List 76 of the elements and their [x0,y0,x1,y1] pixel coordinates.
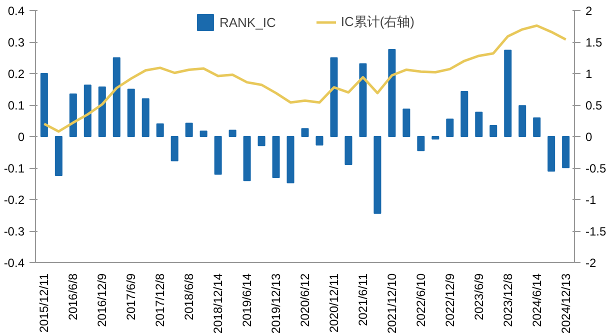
bar [374,136,382,214]
bar [84,84,92,137]
y2-tick-label: -0.5 [586,162,607,176]
x-tick-label: 2024/6/14 [530,273,544,327]
x-tick-label: 2024/12/13 [558,273,573,334]
x-tick-label: 2020/12/11 [326,273,341,333]
bar [286,136,294,184]
bar [504,50,512,137]
bar [170,136,178,162]
x-tick-label: 2016/12/9 [95,273,110,327]
bar [200,130,208,137]
bar [475,112,483,137]
y-tick-label: 0 [18,130,25,144]
x-tick-label: 2022/12/9 [442,273,457,327]
x-tick-label: 2017/6/9 [124,273,138,320]
bar [490,124,498,137]
y2-tick-label: 2 [586,4,592,18]
bar [402,108,410,137]
y-tick-label: -0.4 [4,256,25,270]
bar [98,86,106,137]
bar [69,93,77,137]
bar [272,136,280,178]
y-tick-label: 0.3 [8,36,25,50]
x-tick-label: 2018/6/8 [182,273,196,320]
bar [548,136,556,172]
bar [301,128,309,137]
bar [344,136,352,166]
bar [518,105,526,137]
x-tick-label: 2022/6/10 [414,273,428,327]
bar [112,57,120,137]
bar [330,57,338,137]
bar [446,118,454,137]
x-tick-label: 2023/6/9 [472,273,486,320]
bar [359,63,367,137]
bar [127,88,135,137]
x-tick-label: 2020/6/12 [298,273,312,327]
bar [40,73,48,137]
bar [417,136,425,152]
y2-tick-label: 0 [586,130,592,144]
bar [562,136,570,168]
x-tick-label: 2021/12/10 [384,273,399,334]
y-tick-label: 0.4 [8,4,25,18]
bar [460,90,468,137]
x-tick-label: 2023/12/8 [500,273,515,327]
legend-label: IC累计(右轴) [340,13,415,31]
y-tick-label: -0.1 [4,162,25,176]
bar [533,117,541,137]
x-tick-label: 2016/6/8 [66,273,80,320]
bar [214,136,222,175]
x-tick-label: 2018/12/14 [211,273,226,334]
bar [316,136,324,146]
bar [54,136,62,176]
y2-tick-label: -1 [586,193,596,207]
bar [156,123,164,137]
bar [388,49,396,137]
y2-tick-label: 1 [586,67,592,81]
bar [243,136,251,182]
legend-label: RANK_IC [219,14,276,30]
x-tick-label: 2021/6/11 [356,273,370,326]
y-tick-label: -0.3 [4,224,25,238]
x-tick-label: 2019/12/13 [269,273,284,334]
bar [228,130,236,137]
x-tick-label: 2017/12/8 [153,273,168,327]
bar [258,136,266,146]
bar [432,136,440,140]
y2-tick-label: 0.5 [586,98,603,112]
y-tick-label: 0.2 [8,67,25,81]
y2-tick-label: -2 [586,256,596,270]
bar [142,98,150,137]
y-tick-label: 0.1 [8,98,25,112]
y-tick-label: -0.2 [4,193,25,207]
y2-tick-label: 1.5 [586,36,603,50]
x-tick-label: 2019/6/14 [240,273,254,327]
x-tick-label: 2015/12/11 [37,273,52,333]
bar [185,122,193,137]
y2-tick-label: -1.5 [586,224,607,238]
